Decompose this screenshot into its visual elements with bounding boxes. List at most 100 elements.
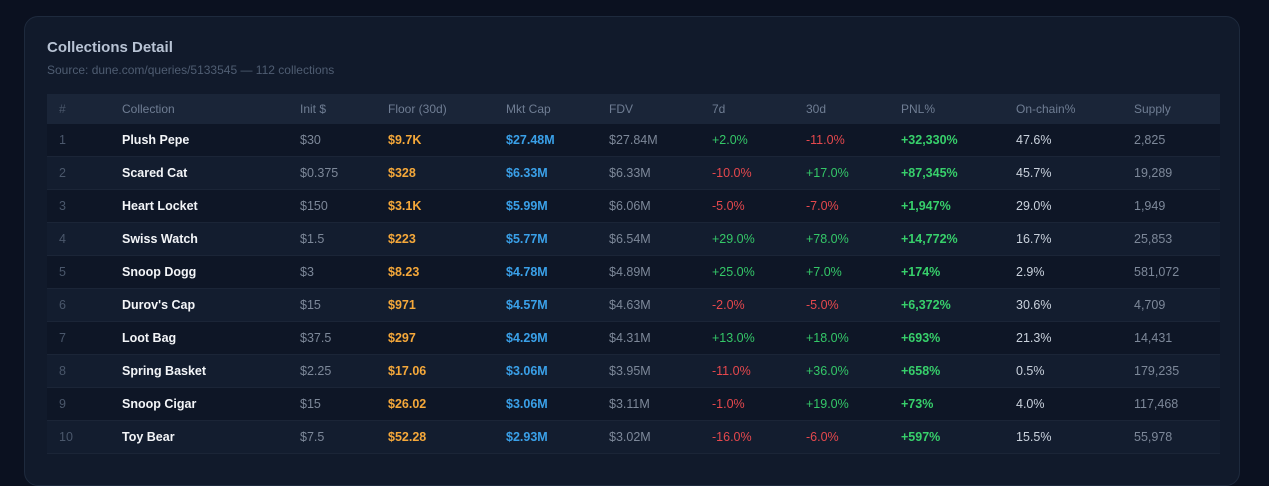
cell-supply: 55,978 [1134,420,1220,454]
col-header-30d[interactable]: 30d [806,102,827,116]
table-row[interactable]: 10 Toy Bear $7.5 $52.28 $2.93M $3.02M -16.0% -6… [47,420,1220,454]
cell-fdv: $4.89M [609,255,712,289]
table-row[interactable]: 4 Swiss Watch $1.5 $223 $5.77M $6.54M +29.0% +7… [47,222,1220,256]
cell-market-cap: $5.99M [506,189,609,223]
cell-market-cap: $3.06M [506,387,609,421]
cell-index: 3 [47,189,122,223]
col-header-collection[interactable]: Collection [122,102,175,116]
cell-index: 4 [47,222,122,256]
cell-pnl: +1,947% [901,189,1016,223]
cell-change-7d: -11.0% [712,354,806,388]
cell-collection-name: Loot Bag [122,321,300,355]
cell-floor-price: $3.1K [388,189,506,223]
cell-change-30d: +78.0% [806,222,901,256]
cell-onchain: 15.5% [1016,420,1134,454]
panel-subtitle: Source: dune.com/queries/5133545 — 112 c… [47,63,335,77]
col-header-onchain[interactable]: On-chain% [1016,102,1076,116]
cell-fdv: $6.06M [609,189,712,223]
cell-collection-name: Swiss Watch [122,222,300,256]
col-header-fdv[interactable]: FDV [609,102,633,116]
cell-pnl: +658% [901,354,1016,388]
cell-change-7d: +25.0% [712,255,806,289]
cell-change-30d: -7.0% [806,189,901,223]
cell-pnl: +693% [901,321,1016,355]
cell-change-7d: -10.0% [712,156,806,190]
cell-onchain: 0.5% [1016,354,1134,388]
table-header-row: # Collection Init $ Floor (30d) Mkt Cap … [47,94,1220,124]
cell-onchain: 47.6% [1016,124,1134,157]
cell-change-30d: -5.0% [806,288,901,322]
table-row[interactable]: 5 Snoop Dogg $3 $8.23 $4.78M $4.89M +25.0% +7.0… [47,255,1220,289]
col-header-floor[interactable]: Floor (30d) [388,102,447,116]
cell-change-7d: -16.0% [712,420,806,454]
cell-floor-price: $52.28 [388,420,506,454]
cell-floor-price: $971 [388,288,506,322]
cell-change-7d: -5.0% [712,189,806,223]
cell-pnl: +87,345% [901,156,1016,190]
cell-market-cap: $3.06M [506,354,609,388]
cell-supply: 179,235 [1134,354,1220,388]
table-row[interactable]: 2 Scared Cat $0.375 $328 $6.33M $6.33M -10.0% +… [47,156,1220,190]
col-header-mkt-cap[interactable]: Mkt Cap [506,102,551,116]
cell-collection-name: Spring Basket [122,354,300,388]
table-body: 1 Plush Pepe $30 $9.7K $27.48M $27.84M +2.0% -1… [47,124,1220,454]
col-header-init[interactable]: Init $ [300,102,327,116]
cell-onchain: 30.6% [1016,288,1134,322]
cell-init-price: $0.375 [300,156,388,190]
cell-change-30d: +36.0% [806,354,901,388]
cell-init-price: $7.5 [300,420,388,454]
cell-index: 10 [47,420,122,454]
cell-collection-name: Scared Cat [122,156,300,190]
cell-floor-price: $17.06 [388,354,506,388]
table-row[interactable]: 3 Heart Locket $150 $3.1K $5.99M $6.06M -5.0% -… [47,189,1220,223]
cell-pnl: +73% [901,387,1016,421]
cell-init-price: $3 [300,255,388,289]
cell-pnl: +14,772% [901,222,1016,256]
col-header-7d[interactable]: 7d [712,102,726,116]
cell-floor-price: $8.23 [388,255,506,289]
cell-index: 9 [47,387,122,421]
cell-onchain: 21.3% [1016,321,1134,355]
cell-market-cap: $4.78M [506,255,609,289]
table-row[interactable]: 7 Loot Bag $37.5 $297 $4.29M $4.31M +13.0% +18.… [47,321,1220,355]
cell-init-price: $150 [300,189,388,223]
table-row[interactable]: 8 Spring Basket $2.25 $17.06 $3.06M $3.95M -11… [47,354,1220,388]
cell-change-30d: +19.0% [806,387,901,421]
cell-market-cap: $5.77M [506,222,609,256]
cell-change-30d: +17.0% [806,156,901,190]
cell-index: 5 [47,255,122,289]
cell-floor-price: $297 [388,321,506,355]
cell-index: 2 [47,156,122,190]
cell-floor-price: $9.7K [388,124,506,157]
cell-fdv: $4.31M [609,321,712,355]
cell-change-30d: -6.0% [806,420,901,454]
cell-init-price: $37.5 [300,321,388,355]
table-row[interactable]: 1 Plush Pepe $30 $9.7K $27.48M $27.84M +2.0% -1… [47,124,1220,157]
table-row[interactable]: 9 Snoop Cigar $15 $26.02 $3.06M $3.11M -1.0% +1… [47,387,1220,421]
cell-change-7d: +2.0% [712,124,806,157]
cell-collection-name: Snoop Dogg [122,255,300,289]
cell-supply: 117,468 [1134,387,1220,421]
panel-title: Collections Detail [47,39,173,56]
cell-fdv: $6.54M [609,222,712,256]
cell-supply: 1,949 [1134,189,1220,223]
cell-change-30d: +7.0% [806,255,901,289]
cell-pnl: +597% [901,420,1016,454]
collections-table: # Collection Init $ Floor (30d) Mkt Cap … [47,94,1220,454]
cell-pnl: +6,372% [901,288,1016,322]
col-header-index[interactable]: # [59,102,66,116]
cell-onchain: 29.0% [1016,189,1134,223]
cell-market-cap: $2.93M [506,420,609,454]
cell-supply: 581,072 [1134,255,1220,289]
table-row[interactable]: 6 Durov's Cap $15 $971 $4.57M $4.63M -2.0% -5.0… [47,288,1220,322]
cell-index: 6 [47,288,122,322]
cell-collection-name: Durov's Cap [122,288,300,322]
cell-supply: 2,825 [1134,124,1220,157]
cell-index: 8 [47,354,122,388]
cell-fdv: $6.33M [609,156,712,190]
cell-init-price: $2.25 [300,354,388,388]
cell-change-7d: +29.0% [712,222,806,256]
col-header-pnl[interactable]: PNL% [901,102,936,116]
collections-detail-panel: Collections Detail Source: dune.com/quer… [24,16,1240,486]
col-header-supply[interactable]: Supply [1134,102,1171,116]
